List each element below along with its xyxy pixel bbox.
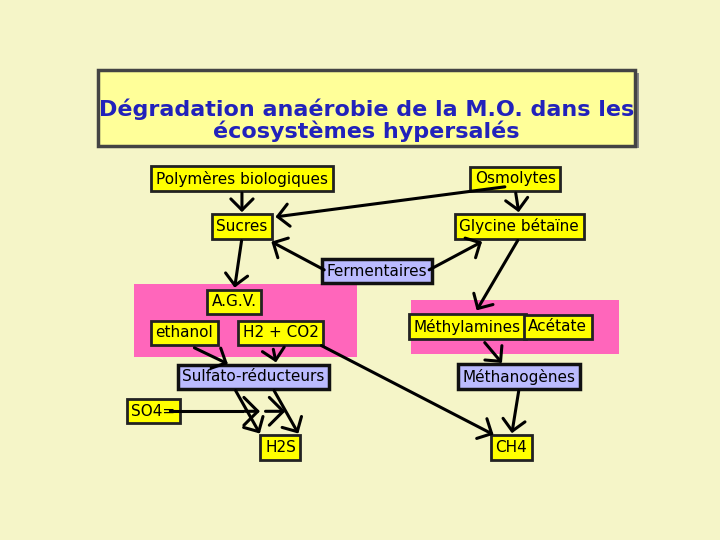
Text: Fermentaires: Fermentaires bbox=[326, 264, 427, 279]
Text: Sulfato-réducteurs: Sulfato-réducteurs bbox=[182, 369, 325, 384]
Text: Osmolytes: Osmolytes bbox=[474, 171, 556, 186]
Text: Méthanogènes: Méthanogènes bbox=[463, 369, 576, 384]
FancyBboxPatch shape bbox=[101, 72, 639, 148]
Text: Sucres: Sucres bbox=[216, 219, 268, 234]
FancyBboxPatch shape bbox=[134, 284, 357, 357]
Text: A.G.V.: A.G.V. bbox=[212, 294, 257, 309]
Text: CH4: CH4 bbox=[495, 440, 527, 455]
FancyBboxPatch shape bbox=[98, 70, 636, 146]
Text: Glycine bétaïne: Glycine bétaïne bbox=[459, 219, 579, 234]
Text: ethanol: ethanol bbox=[156, 325, 213, 340]
Text: Acétate: Acétate bbox=[528, 319, 587, 334]
Text: Polymères biologiques: Polymères biologiques bbox=[156, 171, 328, 187]
Text: SO4=: SO4= bbox=[131, 404, 176, 419]
Text: écosystèmes hypersalés: écosystèmes hypersalés bbox=[213, 120, 520, 142]
FancyBboxPatch shape bbox=[411, 300, 619, 354]
Text: Dégradation anaérobie de la M.O. dans les: Dégradation anaérobie de la M.O. dans le… bbox=[99, 99, 634, 120]
Text: H2S: H2S bbox=[265, 440, 296, 455]
Text: Méthylamines: Méthylamines bbox=[414, 319, 521, 335]
Text: H2 + CO2: H2 + CO2 bbox=[243, 325, 318, 340]
